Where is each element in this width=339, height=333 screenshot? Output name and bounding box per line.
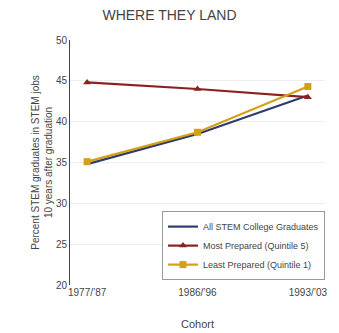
svg-text:50: 50 [56,35,68,46]
svg-text:1993/’03: 1993/’03 [289,287,328,298]
svg-text:25: 25 [56,239,68,250]
svg-text:Percent STEM graduates in STEM: Percent STEM graduates in STEM jobs10 ye… [30,75,54,250]
svg-text:Cohort: Cohort [181,318,214,330]
svg-text:40: 40 [56,116,68,127]
svg-text:1977/’87: 1977/’87 [68,287,107,298]
svg-text:45: 45 [56,75,68,86]
svg-text:20: 20 [56,280,68,291]
svg-text:Least Prepared (Quintile 1): Least Prepared (Quintile 1) [203,260,311,270]
svg-text:Most Prepared (Quintile 5): Most Prepared (Quintile 5) [203,241,309,251]
svg-text:1986/’96: 1986/’96 [178,287,217,298]
svg-text:35: 35 [56,157,68,168]
svg-text:30: 30 [56,198,68,209]
svg-text:All STEM College Graduates: All STEM College Graduates [203,222,319,232]
svg-text:WHERE THEY LAND: WHERE THEY LAND [102,7,236,23]
